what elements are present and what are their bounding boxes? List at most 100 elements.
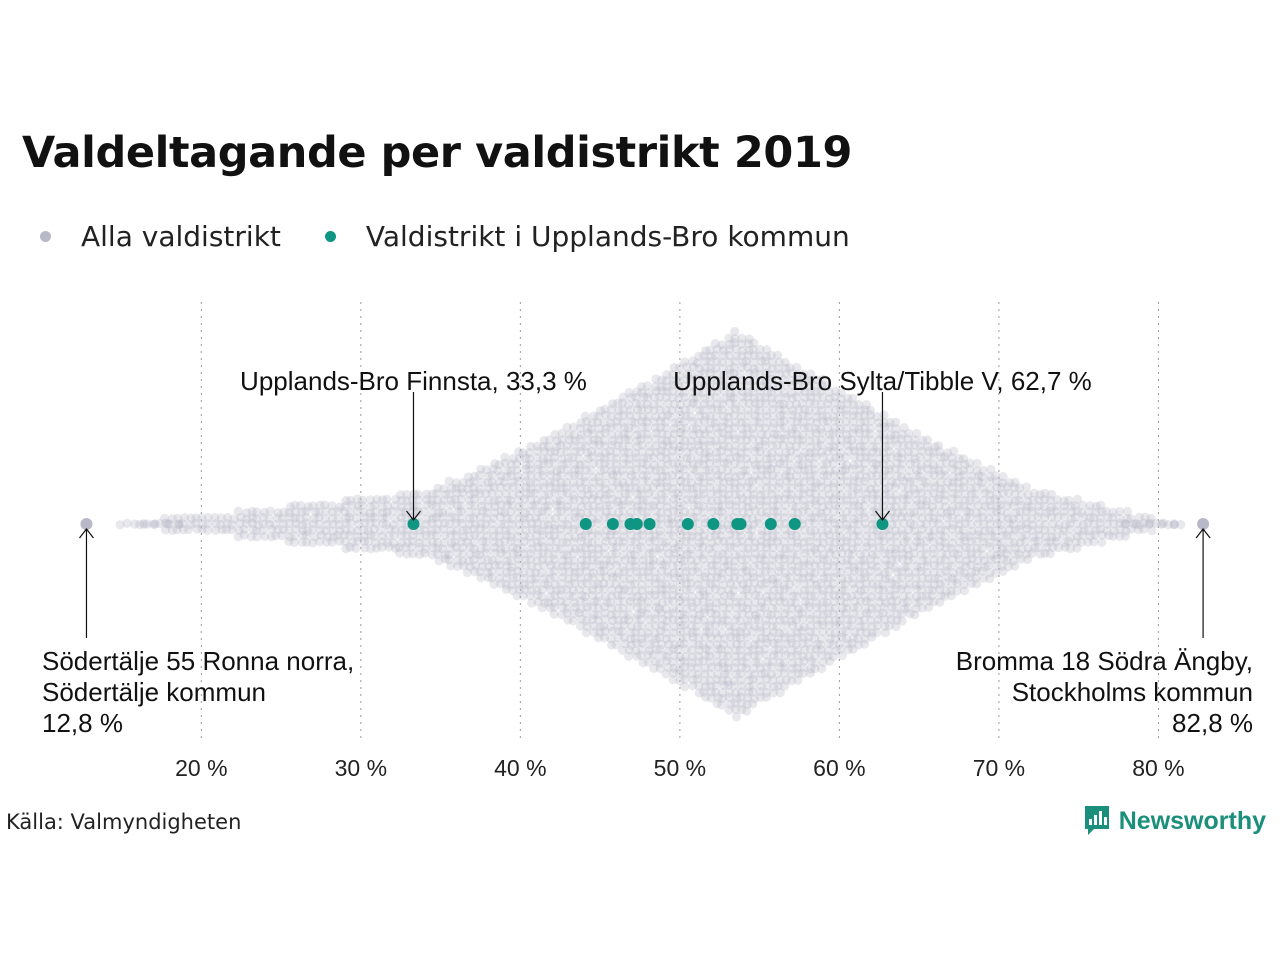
district-dot — [624, 423, 634, 433]
district-dot — [458, 556, 468, 566]
district-dot — [655, 658, 665, 668]
district-dot — [372, 495, 382, 505]
district-dot — [651, 585, 661, 595]
district-dot — [608, 615, 618, 626]
district-dot — [173, 513, 183, 523]
district-dot — [544, 525, 554, 535]
district-dot — [607, 549, 617, 559]
district-dot — [562, 550, 572, 560]
upplands-bro-dot — [681, 518, 694, 530]
district-dot — [227, 525, 237, 535]
district-dot — [167, 525, 177, 536]
district-dot — [475, 524, 485, 534]
district-dot — [556, 530, 566, 541]
district-dot — [619, 609, 629, 619]
district-dot — [390, 525, 400, 535]
district-dot — [625, 411, 635, 421]
district-dot — [514, 584, 525, 595]
district-dot — [397, 518, 407, 528]
district-dot — [605, 446, 615, 456]
district-dot — [574, 470, 584, 480]
district-dot — [290, 531, 300, 541]
district-dot — [488, 464, 498, 474]
district-dot — [624, 477, 634, 487]
district-dot — [545, 603, 555, 613]
district-dot — [626, 640, 636, 650]
district-dot — [557, 602, 568, 612]
district-dot — [340, 536, 350, 547]
district-dot — [626, 549, 636, 560]
district-dot — [570, 436, 580, 446]
district-dot — [396, 538, 407, 548]
district-dot — [483, 562, 493, 572]
district-dot — [657, 560, 667, 570]
district-dot — [558, 567, 568, 577]
district-dot — [556, 585, 566, 595]
district-dot — [489, 579, 499, 589]
district-dot — [415, 542, 425, 552]
district-dot — [599, 549, 610, 559]
district-dot — [626, 530, 636, 541]
district-dot — [632, 436, 642, 446]
district-dot — [611, 609, 622, 619]
district-dot — [570, 532, 580, 542]
district-dot — [657, 375, 667, 385]
district-dot — [631, 453, 641, 463]
district-dot — [657, 471, 667, 481]
district-dot — [651, 472, 661, 482]
district-dot — [533, 472, 543, 482]
district-dot — [351, 543, 361, 553]
district-dot — [555, 496, 566, 506]
district-dot — [593, 495, 604, 506]
district-dot — [439, 484, 449, 494]
district-dot — [402, 530, 412, 541]
district-dot — [655, 543, 665, 553]
district-dot — [309, 513, 319, 524]
district-dot — [476, 519, 486, 529]
district-dot — [636, 489, 646, 499]
district-dot — [626, 393, 636, 403]
district-dot — [607, 404, 617, 414]
district-dot — [433, 519, 443, 529]
district-dot — [532, 441, 542, 451]
district-dot — [464, 478, 475, 488]
district-dot — [959, 586, 970, 596]
district-dot — [402, 549, 412, 559]
district-dot — [625, 561, 635, 571]
district-dot — [637, 585, 647, 595]
district-dot — [595, 406, 606, 416]
district-dot — [556, 483, 566, 493]
district-dot — [532, 562, 543, 572]
district-dot — [284, 525, 294, 535]
district-dot — [427, 525, 437, 535]
district-dot — [463, 484, 473, 494]
district-dot — [487, 519, 497, 529]
district-dot — [626, 579, 636, 590]
district-dot — [637, 458, 648, 468]
district-dot — [631, 464, 641, 474]
district-dot — [537, 591, 547, 602]
district-dot — [470, 471, 480, 481]
district-dot — [359, 507, 369, 517]
district-dot — [191, 518, 201, 529]
district-dot — [438, 512, 448, 523]
district-dot — [537, 526, 547, 536]
district-dot — [556, 500, 566, 511]
district-dot — [502, 482, 512, 492]
district-dot — [624, 435, 634, 445]
district-dot — [508, 490, 518, 500]
district-dot — [651, 506, 661, 516]
district-dot — [637, 447, 647, 457]
district-dot — [650, 567, 660, 577]
district-dot — [502, 495, 512, 505]
district-dot — [513, 549, 523, 559]
district-dot — [543, 501, 553, 511]
district-dot — [519, 579, 529, 590]
district-dot — [637, 638, 647, 648]
district-dot — [222, 519, 232, 529]
district-dot — [271, 519, 281, 530]
district-dot — [371, 518, 381, 529]
district-dot — [599, 579, 609, 589]
district-dot — [540, 598, 550, 608]
district-dot — [549, 609, 559, 619]
